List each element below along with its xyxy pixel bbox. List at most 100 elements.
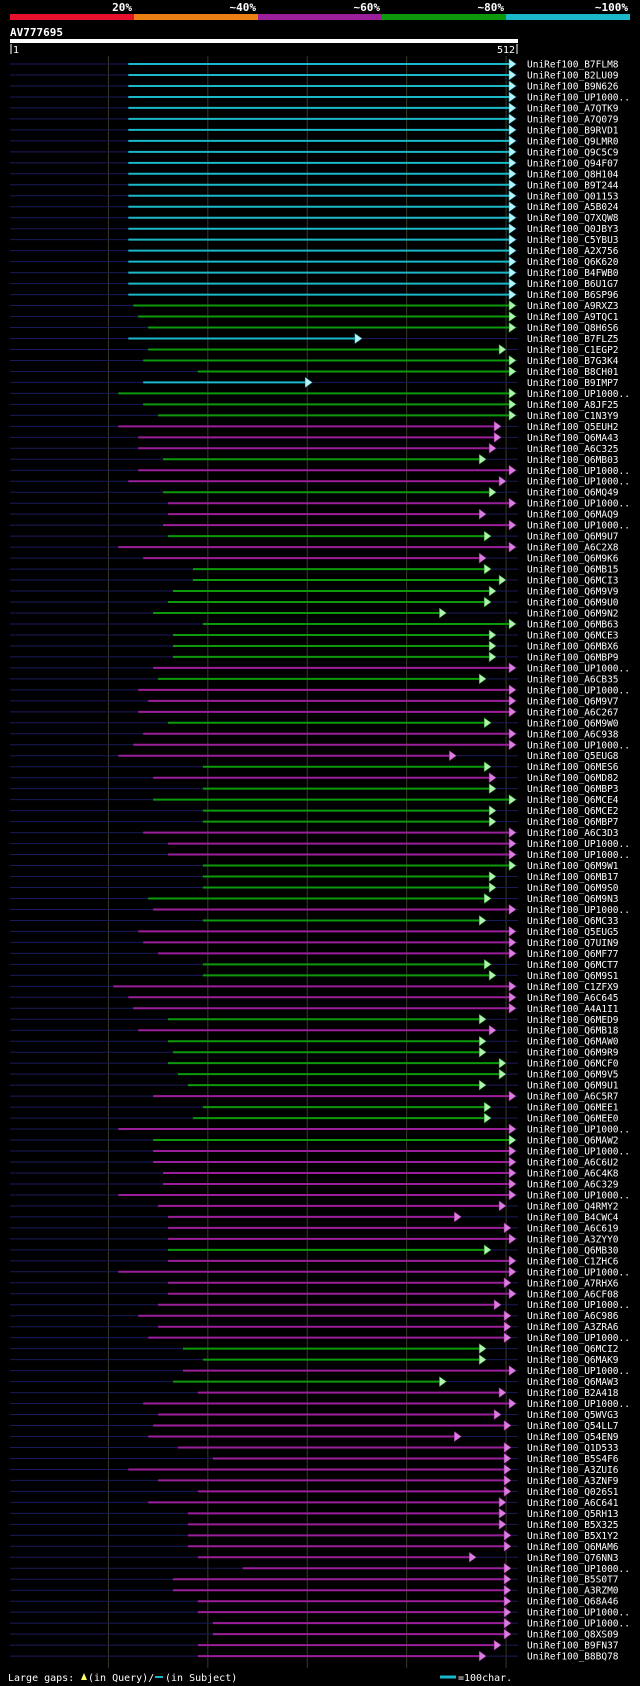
- hit-label[interactable]: UniRef100_Q6MAQ9: [527, 510, 619, 521]
- hit-label[interactable]: UniRef100_A3ZNF9: [527, 1476, 619, 1487]
- hit-label[interactable]: UniRef100_A6C986: [527, 1311, 619, 1322]
- hit-label[interactable]: UniRef100_A7Q079: [527, 114, 619, 125]
- hit-label[interactable]: UniRef100_Q54EN9: [527, 1432, 619, 1443]
- hit-label[interactable]: UniRef100_Q6MB17: [527, 872, 619, 883]
- hit-label[interactable]: UniRef100_Q6MAK9: [527, 1355, 619, 1366]
- hit-label[interactable]: UniRef100_C1ZFX9: [527, 982, 619, 993]
- hit-label[interactable]: UniRef100_Q6M9U0: [527, 598, 619, 609]
- hit-label[interactable]: UniRef100_UP1000..: [527, 663, 630, 674]
- hit-label[interactable]: UniRef100_A8JF25: [527, 400, 619, 411]
- hit-label[interactable]: UniRef100_UP1000..: [527, 1608, 630, 1619]
- hit-label[interactable]: UniRef100_Q6M9V9: [527, 587, 619, 598]
- hit-label[interactable]: UniRef100_A3RZM0: [527, 1586, 619, 1597]
- hit-label[interactable]: UniRef100_UP1000..: [527, 1267, 630, 1278]
- hit-label[interactable]: UniRef100_Q94F07: [527, 158, 619, 169]
- hit-label[interactable]: UniRef100_Q6M9U7: [527, 532, 619, 543]
- hit-label[interactable]: UniRef100_UP1000..: [527, 850, 630, 861]
- hit-label[interactable]: UniRef100_Q7UIN9: [527, 938, 619, 949]
- hit-label[interactable]: UniRef100_B5X1Y2: [527, 1531, 619, 1542]
- hit-label[interactable]: UniRef100_A4A1I1: [527, 1004, 619, 1015]
- hit-label[interactable]: UniRef100_UP1000..: [527, 1333, 630, 1344]
- hit-label[interactable]: UniRef100_B8BQ78: [527, 1652, 619, 1663]
- hit-label[interactable]: UniRef100_Q6MAW0: [527, 1037, 619, 1048]
- hit-label[interactable]: UniRef100_Q6M9S1: [527, 971, 619, 982]
- hit-label[interactable]: UniRef100_C1EGP2: [527, 345, 619, 356]
- hit-label[interactable]: UniRef100_A6C619: [527, 1223, 619, 1234]
- hit-label[interactable]: UniRef100_A6C938: [527, 729, 619, 740]
- hit-label[interactable]: UniRef100_Q6MBP7: [527, 817, 619, 828]
- hit-label[interactable]: UniRef100_Q6MB03: [527, 455, 619, 466]
- hit-label[interactable]: UniRef100_Q9LMR0: [527, 136, 619, 147]
- hit-label[interactable]: UniRef100_A6C325: [527, 444, 619, 455]
- hit-label[interactable]: UniRef100_Q6MBP9: [527, 652, 619, 663]
- hit-label[interactable]: UniRef100_A6C4K8: [527, 1168, 619, 1179]
- hit-label[interactable]: UniRef100_Q6K620: [527, 257, 619, 268]
- hit-label[interactable]: UniRef100_C5YBU3: [527, 235, 619, 246]
- hit-label[interactable]: UniRef100_B4CWC4: [527, 1212, 619, 1223]
- hit-label[interactable]: UniRef100_UP1000..: [527, 521, 630, 532]
- hit-label[interactable]: UniRef100_A7QTK9: [527, 103, 619, 114]
- hit-label[interactable]: UniRef100_UP1000..: [527, 1147, 630, 1158]
- hit-label[interactable]: UniRef100_UP1000..: [527, 1125, 630, 1136]
- hit-label[interactable]: UniRef100_Q1D533: [527, 1443, 619, 1454]
- hit-label[interactable]: UniRef100_A6C3D3: [527, 828, 619, 839]
- hit-label[interactable]: UniRef100_B9IMP7: [527, 378, 619, 389]
- hit-label[interactable]: UniRef100_UP1000..: [527, 477, 630, 488]
- hit-label[interactable]: UniRef100_B8CH01: [527, 367, 619, 378]
- hit-label[interactable]: UniRef100_A6C645: [527, 993, 619, 1004]
- hit-label[interactable]: UniRef100_Q6M9W1: [527, 861, 619, 872]
- hit-label[interactable]: UniRef100_UP1000..: [527, 499, 630, 510]
- hit-label[interactable]: UniRef100_Q4RMY2: [527, 1201, 619, 1212]
- hit-label[interactable]: UniRef100_Q6MCE3: [527, 630, 619, 641]
- hit-label[interactable]: UniRef100_Q54LL7: [527, 1421, 619, 1432]
- hit-label[interactable]: UniRef100_A2X756: [527, 246, 619, 257]
- hit-label[interactable]: UniRef100_Q6MB15: [527, 565, 619, 576]
- hit-label[interactable]: UniRef100_Q6MES6: [527, 762, 619, 773]
- hit-label[interactable]: UniRef100_Q6MEE0: [527, 1114, 619, 1125]
- hit-label[interactable]: UniRef100_Q5EUG8: [527, 751, 619, 762]
- hit-label[interactable]: UniRef100_Q6MAM6: [527, 1542, 619, 1553]
- hit-label[interactable]: UniRef100_Q6M9K6: [527, 554, 619, 565]
- hit-label[interactable]: UniRef100_Q6MCF0: [527, 1059, 619, 1070]
- hit-label[interactable]: UniRef100_A6C2X8: [527, 543, 619, 554]
- hit-label[interactable]: UniRef100_Q5WVG3: [527, 1410, 619, 1421]
- hit-label[interactable]: UniRef100_UP1000..: [527, 92, 630, 103]
- hit-label[interactable]: UniRef100_B7FLM8: [527, 60, 619, 71]
- hit-label[interactable]: UniRef100_Q6M9R9: [527, 1048, 619, 1059]
- hit-label[interactable]: UniRef100_B9RVD1: [527, 125, 619, 136]
- hit-label[interactable]: UniRef100_A3ZRA6: [527, 1322, 619, 1333]
- hit-label[interactable]: UniRef100_Q6MBX6: [527, 641, 619, 652]
- hit-label[interactable]: UniRef100_Q6MEE1: [527, 1103, 619, 1114]
- hit-label[interactable]: UniRef100_Q6M9N3: [527, 894, 619, 905]
- hit-label[interactable]: UniRef100_B5X325: [527, 1520, 619, 1531]
- hit-label[interactable]: UniRef100_UP1000..: [527, 1300, 630, 1311]
- hit-label[interactable]: UniRef100_Q6MB63: [527, 619, 619, 630]
- hit-label[interactable]: UniRef100_Q6M9V7: [527, 696, 619, 707]
- hit-label[interactable]: UniRef100_Q6M9V5: [527, 1070, 619, 1081]
- hit-label[interactable]: UniRef100_Q68A46: [527, 1597, 619, 1608]
- hit-label[interactable]: UniRef100_Q5EUG5: [527, 927, 619, 938]
- hit-label[interactable]: UniRef100_Q6M9U1: [527, 1081, 619, 1092]
- hit-label[interactable]: UniRef100_Q6MA43: [527, 433, 619, 444]
- hit-label[interactable]: UniRef100_UP1000..: [527, 1564, 630, 1575]
- hit-label[interactable]: UniRef100_A6C641: [527, 1498, 619, 1509]
- hit-label[interactable]: UniRef100_A3ZYY0: [527, 1234, 619, 1245]
- hit-label[interactable]: UniRef100_UP1000..: [527, 905, 630, 916]
- hit-label[interactable]: UniRef100_UP1000..: [527, 466, 630, 477]
- hit-label[interactable]: UniRef100_Q8H6S6: [527, 323, 619, 334]
- hit-label[interactable]: UniRef100_B4FWB0: [527, 268, 619, 279]
- hit-label[interactable]: UniRef100_A6C329: [527, 1179, 619, 1190]
- hit-label[interactable]: UniRef100_UP1000..: [527, 740, 630, 751]
- hit-label[interactable]: UniRef100_Q6MAW2: [527, 1136, 619, 1147]
- hit-label[interactable]: UniRef100_Q76NN3: [527, 1553, 619, 1564]
- hit-label[interactable]: UniRef100_B2A418: [527, 1388, 619, 1399]
- hit-label[interactable]: UniRef100_A5B024: [527, 202, 619, 213]
- hit-label[interactable]: UniRef100_Q6MF77: [527, 949, 619, 960]
- hit-label[interactable]: UniRef100_B6SP96: [527, 290, 619, 301]
- hit-label[interactable]: UniRef100_B9N626: [527, 81, 619, 92]
- hit-label[interactable]: UniRef100_B7FLZ5: [527, 334, 619, 345]
- hit-label[interactable]: UniRef100_UP1000..: [527, 1366, 630, 1377]
- hit-label[interactable]: UniRef100_Q01153: [527, 191, 619, 202]
- hit-label[interactable]: UniRef100_Q6MCE4: [527, 795, 619, 806]
- hit-label[interactable]: UniRef100_B2LU09: [527, 70, 619, 81]
